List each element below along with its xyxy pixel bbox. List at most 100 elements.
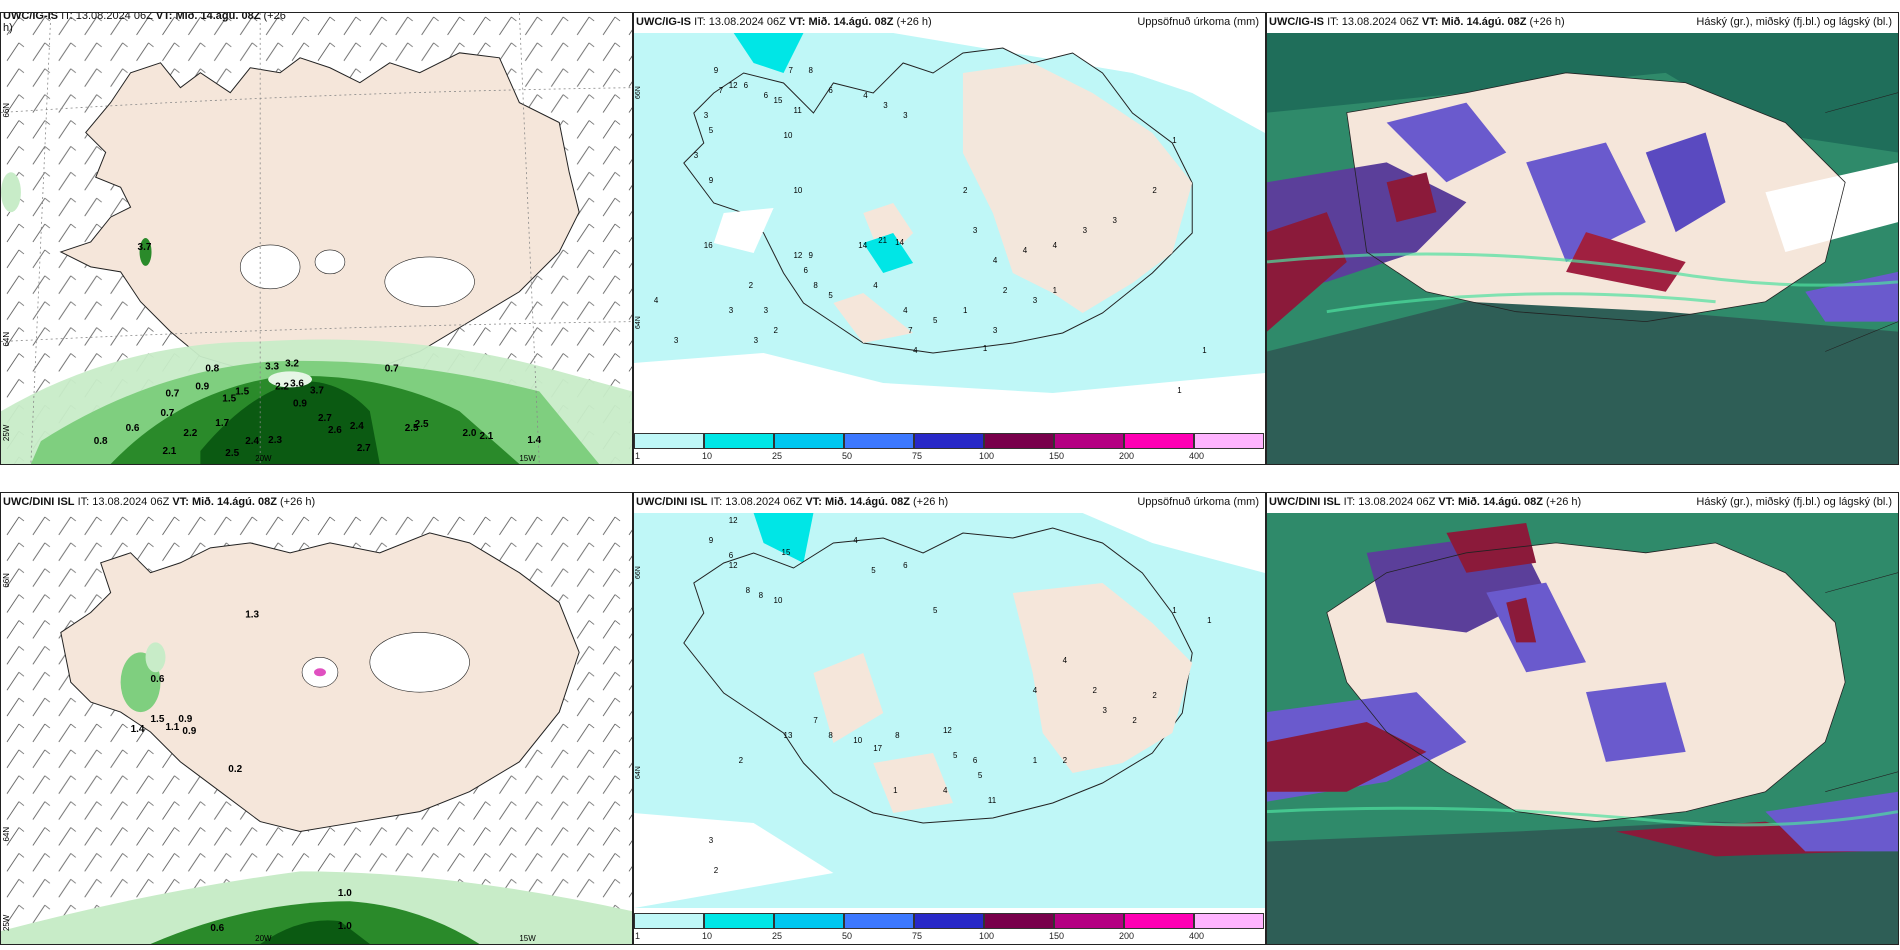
colorbar-tick: 1 [635, 931, 641, 941]
svg-text:2.2: 2.2 [275, 381, 289, 392]
svg-text:4: 4 [873, 281, 878, 290]
svg-text:0.8: 0.8 [94, 436, 108, 447]
svg-text:20W: 20W [255, 454, 272, 463]
colorbar-swatch [1194, 433, 1264, 449]
colorbar-swatch [914, 913, 984, 929]
colorbar-tick: 400 [1189, 931, 1205, 941]
svg-text:2.7: 2.7 [318, 413, 332, 424]
colorbar-swatch [1194, 913, 1264, 929]
colorbar-swatch [774, 433, 844, 449]
svg-text:2: 2 [1003, 286, 1008, 295]
svg-text:14: 14 [858, 241, 867, 250]
colorbar-swatch [844, 913, 914, 929]
svg-text:10: 10 [784, 131, 793, 140]
svg-text:6: 6 [764, 91, 769, 100]
colorbar-tick: 200 [1119, 451, 1135, 461]
svg-text:2: 2 [1152, 691, 1157, 700]
svg-text:1: 1 [893, 786, 898, 795]
panel-field-label: Háský (gr.), miðský (fj.bl.) og lágský (… [1696, 16, 1892, 28]
colorbar-swatch [1124, 913, 1194, 929]
svg-text:4: 4 [993, 256, 998, 265]
svg-text:12: 12 [793, 251, 802, 260]
svg-text:3: 3 [764, 306, 769, 315]
svg-text:2.3: 2.3 [268, 435, 282, 446]
svg-text:7: 7 [789, 66, 794, 75]
svg-text:66N: 66N [2, 573, 11, 588]
panel-wind-dini: UWC/DINI ISL IT: 13.08.2024 06Z VT: Mið.… [0, 492, 633, 945]
svg-text:1.5: 1.5 [222, 393, 236, 404]
colorbar-tick: 200 [1119, 931, 1135, 941]
svg-text:5: 5 [953, 751, 958, 760]
svg-text:15W: 15W [519, 934, 536, 943]
svg-text:6: 6 [803, 266, 808, 275]
svg-text:5: 5 [828, 291, 833, 300]
svg-text:2: 2 [749, 281, 754, 290]
colorbar-tick: 75 [912, 451, 923, 461]
svg-text:5: 5 [933, 606, 938, 615]
svg-text:64N: 64N [2, 332, 11, 347]
colorbar-swatch [914, 433, 984, 449]
svg-text:64N: 64N [635, 766, 642, 779]
svg-text:5: 5 [933, 316, 938, 325]
svg-text:3.7: 3.7 [310, 385, 324, 396]
svg-text:3: 3 [883, 101, 888, 110]
svg-text:7: 7 [719, 86, 724, 95]
svg-text:0.9: 0.9 [178, 714, 192, 725]
colorbar-swatch [1054, 913, 1124, 929]
panel-clouds-dini: UWC/DINI ISL IT: 13.08.2024 06Z VT: Mið.… [1266, 492, 1899, 945]
svg-text:2.4: 2.4 [350, 421, 364, 432]
svg-text:10: 10 [853, 736, 862, 745]
svg-text:1: 1 [1172, 136, 1177, 145]
svg-text:8: 8 [895, 731, 900, 740]
colorbar-swatch [844, 433, 914, 449]
svg-text:5: 5 [978, 771, 983, 780]
svg-text:6: 6 [729, 551, 734, 560]
svg-text:3: 3 [1112, 216, 1117, 225]
svg-text:4: 4 [943, 786, 948, 795]
svg-text:12: 12 [729, 561, 738, 570]
svg-text:1: 1 [1207, 616, 1212, 625]
svg-text:2.4: 2.4 [245, 436, 259, 447]
svg-text:15: 15 [782, 548, 791, 557]
svg-text:6: 6 [903, 561, 908, 570]
svg-text:4: 4 [903, 306, 908, 315]
svg-text:3.7: 3.7 [138, 242, 152, 253]
colorbar-swatch [1054, 433, 1124, 449]
svg-text:10: 10 [793, 186, 802, 195]
colorbar-tick: 25 [772, 451, 783, 461]
svg-text:1: 1 [1053, 286, 1058, 295]
svg-text:0.7: 0.7 [385, 363, 399, 374]
svg-text:1.5: 1.5 [235, 386, 249, 397]
svg-text:1: 1 [1033, 756, 1038, 765]
svg-text:2.1: 2.1 [479, 431, 493, 442]
svg-text:8: 8 [746, 586, 751, 595]
svg-text:0.9: 0.9 [182, 726, 196, 737]
panel-title: UWC/DINI ISL IT: 13.08.2024 06Z VT: Mið.… [636, 496, 949, 508]
svg-text:9: 9 [808, 251, 813, 260]
svg-text:17: 17 [873, 744, 882, 753]
svg-text:25W: 25W [2, 424, 11, 441]
svg-text:64N: 64N [635, 316, 642, 329]
svg-text:12: 12 [943, 726, 952, 735]
svg-text:8: 8 [808, 66, 813, 75]
svg-text:7: 7 [813, 716, 818, 725]
svg-text:0.2: 0.2 [228, 764, 242, 775]
panel-clouds-igis: UWC/IG-IS IT: 13.08.2024 06Z VT: Mið. 14… [1266, 12, 1899, 465]
colorbar-swatch [1124, 433, 1194, 449]
svg-text:3.2: 3.2 [285, 358, 299, 369]
svg-text:2: 2 [774, 326, 779, 335]
panel-title: UWC/IG-IS IT: 13.08.2024 06Z VT: Mið. 14… [1269, 16, 1565, 28]
svg-text:13: 13 [784, 731, 793, 740]
svg-text:7: 7 [908, 326, 913, 335]
svg-text:66N: 66N [635, 566, 642, 579]
svg-text:25W: 25W [2, 914, 11, 931]
colorbar-swatch [704, 913, 774, 929]
svg-text:3: 3 [1083, 226, 1088, 235]
svg-text:2.2: 2.2 [183, 428, 197, 439]
svg-text:1: 1 [963, 306, 968, 315]
svg-text:2.5: 2.5 [415, 419, 429, 430]
svg-text:1.5: 1.5 [151, 714, 165, 725]
svg-text:2: 2 [1132, 716, 1137, 725]
svg-text:4: 4 [1033, 686, 1038, 695]
colorbar-tick: 400 [1189, 451, 1205, 461]
